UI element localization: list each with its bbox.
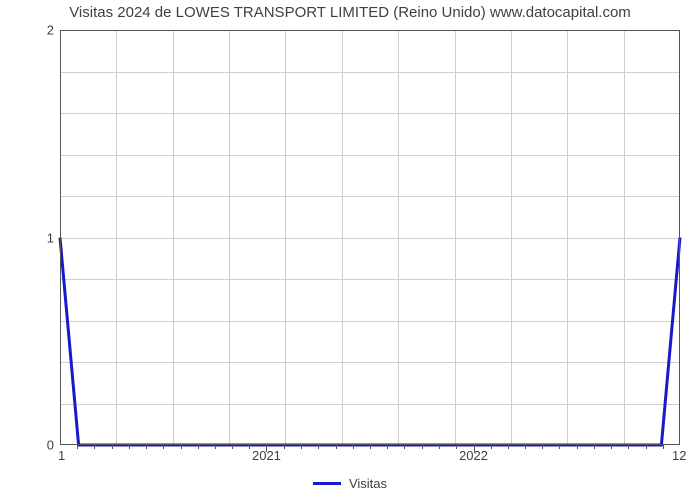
- xtick-mark-minor: [318, 445, 319, 449]
- xtick-mark-minor: [577, 445, 578, 449]
- plot-area: [60, 30, 680, 445]
- legend-label: Visitas: [349, 476, 387, 491]
- ytick-label: 0: [14, 438, 54, 453]
- xtick-mark-minor: [249, 445, 250, 449]
- ytick-label: 1: [14, 230, 54, 245]
- legend: Visitas: [0, 475, 700, 491]
- xtick-mark-minor: [611, 445, 612, 449]
- line-series-layer: [60, 30, 680, 445]
- xtick-mark-minor: [404, 445, 405, 449]
- xtick-mark-minor: [525, 445, 526, 449]
- xtick-mark-minor: [163, 445, 164, 449]
- xtick-mark-minor: [491, 445, 492, 449]
- xtick-mark-minor: [508, 445, 509, 449]
- xtick-mark-minor: [422, 445, 423, 449]
- xtick-mark-minor: [542, 445, 543, 449]
- xtick-mark-minor: [77, 445, 78, 449]
- xtick-end-left: 1: [58, 448, 65, 463]
- xtick-mark-minor: [215, 445, 216, 449]
- xtick-mark-minor: [663, 445, 664, 449]
- xtick-mark-minor: [336, 445, 337, 449]
- series-visitas-line: [60, 238, 680, 446]
- xtick-mark-minor: [387, 445, 388, 449]
- xtick-mark-minor: [301, 445, 302, 449]
- legend-swatch: [313, 482, 341, 485]
- xtick-mark-minor: [353, 445, 354, 449]
- xtick-mark-minor: [198, 445, 199, 449]
- xtick-end-right: 12: [672, 448, 686, 463]
- xtick-mark-major: [474, 445, 475, 452]
- xtick-mark-minor: [559, 445, 560, 449]
- chart-figure: Visitas 2024 de LOWES TRANSPORT LIMITED …: [0, 0, 700, 500]
- xtick-mark-minor: [94, 445, 95, 449]
- xtick-mark-minor: [284, 445, 285, 449]
- xtick-mark-minor: [181, 445, 182, 449]
- ytick-label: 2: [14, 23, 54, 38]
- xtick-mark-major: [266, 445, 267, 452]
- xtick-mark-minor: [646, 445, 647, 449]
- chart-title: Visitas 2024 de LOWES TRANSPORT LIMITED …: [0, 4, 700, 21]
- xtick-mark-minor: [594, 445, 595, 449]
- xtick-mark-minor: [232, 445, 233, 449]
- xtick-mark-minor: [370, 445, 371, 449]
- xtick-mark-minor: [439, 445, 440, 449]
- xtick-mark-minor: [456, 445, 457, 449]
- xtick-mark-minor: [628, 445, 629, 449]
- xtick-mark-minor: [112, 445, 113, 449]
- xtick-mark-minor: [129, 445, 130, 449]
- xtick-mark-minor: [146, 445, 147, 449]
